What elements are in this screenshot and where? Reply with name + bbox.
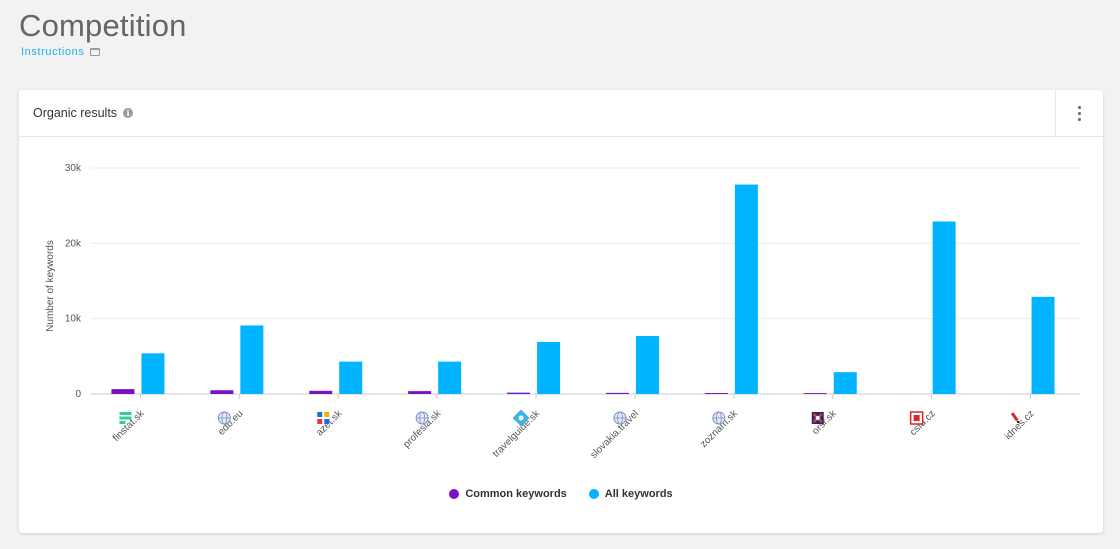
legend-label-all: All keywords: [604, 488, 673, 500]
csfd-logo-icon: [909, 411, 924, 425]
legend-label-common: Common keywords: [465, 488, 567, 500]
bar-all-edb.eu[interactable]: [240, 325, 264, 394]
organic-results-card: Organic results i 0 10k 20k 30k finstat.sk e…: [19, 90, 1103, 533]
page-title: Competition: [19, 8, 187, 43]
bar-all-csfd.cz[interactable]: [932, 221, 956, 394]
more-options-button[interactable]: [1055, 90, 1103, 137]
finstat-logo-icon: [119, 412, 132, 424]
globe-icon: [415, 411, 429, 425]
card-title: Organic results i: [33, 106, 134, 120]
kebab-menu-icon: [1078, 106, 1081, 121]
globe-icon: [613, 411, 627, 425]
bar-common-finstat.sk[interactable]: [111, 389, 135, 394]
bar-common-zoznam.sk[interactable]: [704, 393, 728, 394]
card-header: Organic results i: [19, 90, 1103, 137]
bar-common-edb.eu[interactable]: [210, 390, 234, 394]
y-tick-label: 30k: [65, 163, 82, 174]
instructions-link[interactable]: Instructions: [21, 46, 101, 58]
legend-item-common[interactable]: Common keywords: [449, 488, 567, 500]
legend-dot-common: [449, 489, 460, 499]
card-title-label: Organic results: [33, 106, 118, 120]
bar-all-orsr.sk[interactable]: [833, 372, 857, 394]
bar-all-azet.sk[interactable]: [339, 361, 363, 394]
y-tick-label: 0: [75, 389, 81, 400]
legend-item-all[interactable]: All keywords: [588, 488, 673, 500]
window-icon: [90, 48, 101, 56]
bar-all-slovakia.travel[interactable]: [635, 335, 659, 394]
idnes-logo-icon: [1010, 412, 1020, 424]
globe-icon: [712, 411, 726, 425]
y-axis-label: Number of keywords: [45, 240, 56, 332]
x-tick-label: idnes.cz: [1003, 408, 1037, 442]
globe-icon: [217, 411, 231, 425]
bar-common-azet.sk[interactable]: [309, 390, 333, 394]
legend-dot-all: [588, 489, 599, 499]
bar-all-idnes.cz[interactable]: [1031, 296, 1055, 394]
bar-all-zoznam.sk[interactable]: [734, 184, 758, 394]
orsr-logo-icon: [811, 412, 824, 424]
chart-legend: Common keywords All keywords: [19, 488, 1103, 500]
azet-logo-icon: [317, 412, 330, 424]
bar-common-slovakia.travel[interactable]: [605, 392, 629, 394]
bar-common-travelguide.sk[interactable]: [507, 392, 531, 394]
info-icon[interactable]: i: [123, 108, 134, 118]
y-tick-label: 20k: [65, 238, 82, 249]
bar-all-travelguide.sk[interactable]: [537, 342, 561, 394]
bar-all-finstat.sk[interactable]: [141, 353, 165, 394]
instructions-label[interactable]: Instructions: [21, 46, 85, 58]
bar-common-profesia.sk[interactable]: [408, 391, 432, 394]
bar-common-orsr.sk[interactable]: [803, 393, 827, 394]
y-tick-label: 10k: [65, 314, 82, 325]
bar-all-profesia.sk[interactable]: [438, 361, 462, 394]
travelguide-logo-icon: [512, 409, 530, 427]
